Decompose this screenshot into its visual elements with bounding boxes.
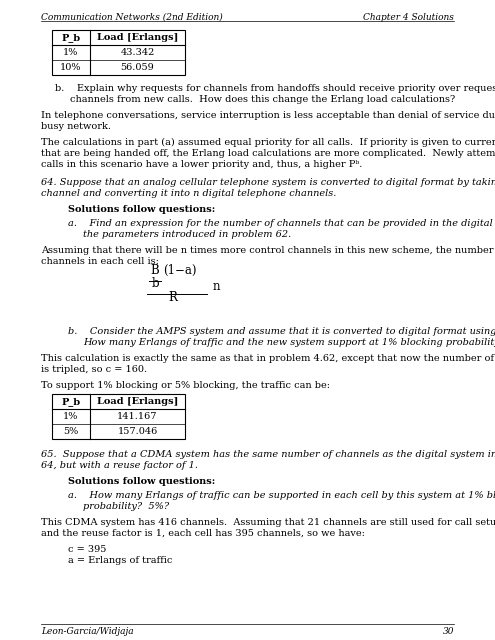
Text: and the reuse factor is 1, each cell has 395 channels, so we have:: and the reuse factor is 1, each cell has…: [41, 529, 365, 538]
Text: a.    How many Erlangs of traffic can be supported in each cell by this system a: a. How many Erlangs of traffic can be su…: [68, 491, 495, 500]
Bar: [52, 30, 185, 75]
Text: a = Erlangs of traffic: a = Erlangs of traffic: [68, 556, 172, 565]
Text: To support 1% blocking or 5% blocking, the traffic can be:: To support 1% blocking or 5% blocking, t…: [41, 381, 330, 390]
Text: 56.059: 56.059: [121, 63, 154, 72]
Text: channel and converting it into n digital telephone channels.: channel and converting it into n digital…: [41, 189, 337, 198]
Text: R: R: [169, 291, 177, 304]
Text: a.    Find an expression for the number of channels that can be provided in the : a. Find an expression for the number of …: [68, 219, 495, 228]
Text: 10%: 10%: [60, 63, 82, 72]
Text: This calculation is exactly the same as that in problem 4.62, except that now th: This calculation is exactly the same as …: [41, 354, 495, 363]
Text: n: n: [213, 280, 220, 294]
Text: B: B: [150, 264, 159, 277]
Bar: [52, 394, 185, 439]
Text: How many Erlangs of traffic and the new system support at 1% blocking probabilit: How many Erlangs of traffic and the new …: [83, 338, 495, 347]
Text: c = 395: c = 395: [68, 545, 106, 554]
Text: The calculations in part (a) assumed equal priority for all calls.  If priority : The calculations in part (a) assumed equ…: [41, 138, 495, 147]
Text: probability?  5%?: probability? 5%?: [83, 502, 169, 511]
Text: Load [Erlangs]: Load [Erlangs]: [97, 397, 178, 406]
Text: the parameters introduced in problem 62.: the parameters introduced in problem 62.: [83, 230, 291, 239]
Text: 157.046: 157.046: [117, 427, 157, 436]
Text: Chapter 4 Solutions: Chapter 4 Solutions: [363, 13, 454, 22]
Text: that are being handed off, the Erlang load calculations are more complicated.  N: that are being handed off, the Erlang lo…: [41, 149, 495, 158]
Text: busy network.: busy network.: [41, 122, 111, 131]
Text: is tripled, so c = 160.: is tripled, so c = 160.: [41, 365, 147, 374]
Text: In telephone conversations, service interruption is less acceptable than denial : In telephone conversations, service inte…: [41, 111, 495, 120]
Text: Solutions follow questions:: Solutions follow questions:: [68, 205, 215, 214]
Text: channels in each cell is:: channels in each cell is:: [41, 257, 159, 266]
Text: 1%: 1%: [63, 48, 79, 57]
Text: Load [Erlangs]: Load [Erlangs]: [97, 33, 178, 42]
Text: 141.167: 141.167: [117, 412, 158, 421]
Text: P_b: P_b: [61, 33, 81, 42]
Text: Assuming that there will be n times more control channels in this new scheme, th: Assuming that there will be n times more…: [41, 246, 495, 255]
Text: 5%: 5%: [63, 427, 79, 436]
Text: 1%: 1%: [63, 412, 79, 421]
Text: 30: 30: [443, 627, 454, 636]
Text: channels from new calls.  How does this change the Erlang load calculations?: channels from new calls. How does this c…: [70, 95, 455, 104]
Text: b.    Explain why requests for channels from handoffs should receive priority ov: b. Explain why requests for channels fro…: [55, 84, 495, 93]
Text: 65.  Suppose that a CDMA system has the same number of channels as the digital s: 65. Suppose that a CDMA system has the s…: [41, 450, 495, 459]
Text: 64. Suppose that an analog cellular telephone system is converted to digital for: 64. Suppose that an analog cellular tele…: [41, 178, 495, 187]
Text: P_b: P_b: [61, 397, 81, 406]
Text: (1−a): (1−a): [163, 264, 197, 277]
Text: 64, but with a reuse factor of 1.: 64, but with a reuse factor of 1.: [41, 461, 198, 470]
Text: Solutions follow questions:: Solutions follow questions:: [68, 477, 215, 486]
Text: Communication Networks (2nd Edition): Communication Networks (2nd Edition): [41, 13, 223, 22]
Text: calls in this scenario have a lower priority and, thus, a higher Pᵇ.: calls in this scenario have a lower prio…: [41, 160, 362, 169]
Text: Leon-Garcia/Widjaja: Leon-Garcia/Widjaja: [41, 627, 134, 636]
Text: b.    Consider the AMPS system and assume that it is converted to digital format: b. Consider the AMPS system and assume t…: [68, 327, 495, 336]
Text: 43.342: 43.342: [120, 48, 154, 57]
Text: b: b: [151, 277, 159, 290]
Text: This CDMA system has 416 channels.  Assuming that 21 channels are still used for: This CDMA system has 416 channels. Assum…: [41, 518, 495, 527]
